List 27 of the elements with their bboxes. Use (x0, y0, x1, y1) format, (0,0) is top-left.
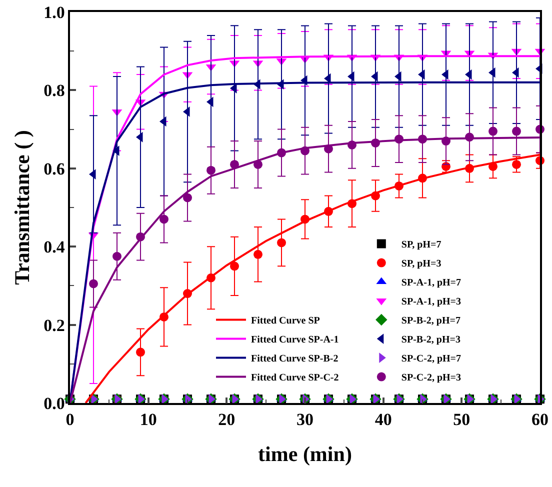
legend-label: Fitted Curve SP-A-1 (251, 334, 339, 346)
y-tick-label: 0.0 (44, 394, 65, 413)
legend-label: Fitted Curve SP (251, 316, 320, 327)
x-tick-label: 20 (218, 410, 236, 430)
y-tick-label: 0.6 (44, 159, 65, 178)
x-tick-label: 40 (374, 410, 392, 430)
y-tick-label: 1.0 (44, 2, 65, 22)
legend-label: Fitted Curve SP-B-2 (251, 354, 338, 365)
legend-label: SP-B-2, pH=7 (401, 316, 460, 327)
x-tick-label: 50 (453, 410, 470, 430)
y-tick-label: 0.8 (44, 81, 65, 100)
legend-label: SP-C-2, pH=7 (401, 354, 461, 365)
legend-label: SP-A-1, pH=7 (401, 278, 461, 289)
legend-label: SP-C-2, pH=3 (401, 372, 461, 384)
x-tick-label: 10 (140, 410, 157, 430)
y-tick-label: 0.2 (44, 316, 65, 335)
y-axis-title: Transmittance ( ) (10, 130, 34, 285)
legend-label: SP, pH=7 (401, 240, 442, 251)
legend-label: SP-B-2, pH=3 (401, 334, 460, 346)
legend-label: SP, pH=3 (401, 258, 442, 270)
x-tick-label: 0 (66, 410, 74, 430)
x-axis-title: time (min) (258, 442, 352, 466)
x-tick-label: 30 (296, 410, 314, 430)
legend-label: Fitted Curve SP-C-2 (251, 372, 339, 384)
x-tick-label: 60 (532, 410, 548, 430)
legend-label: SP-A-1, pH=3 (401, 296, 461, 308)
y-tick-label: 0.4 (44, 238, 66, 257)
